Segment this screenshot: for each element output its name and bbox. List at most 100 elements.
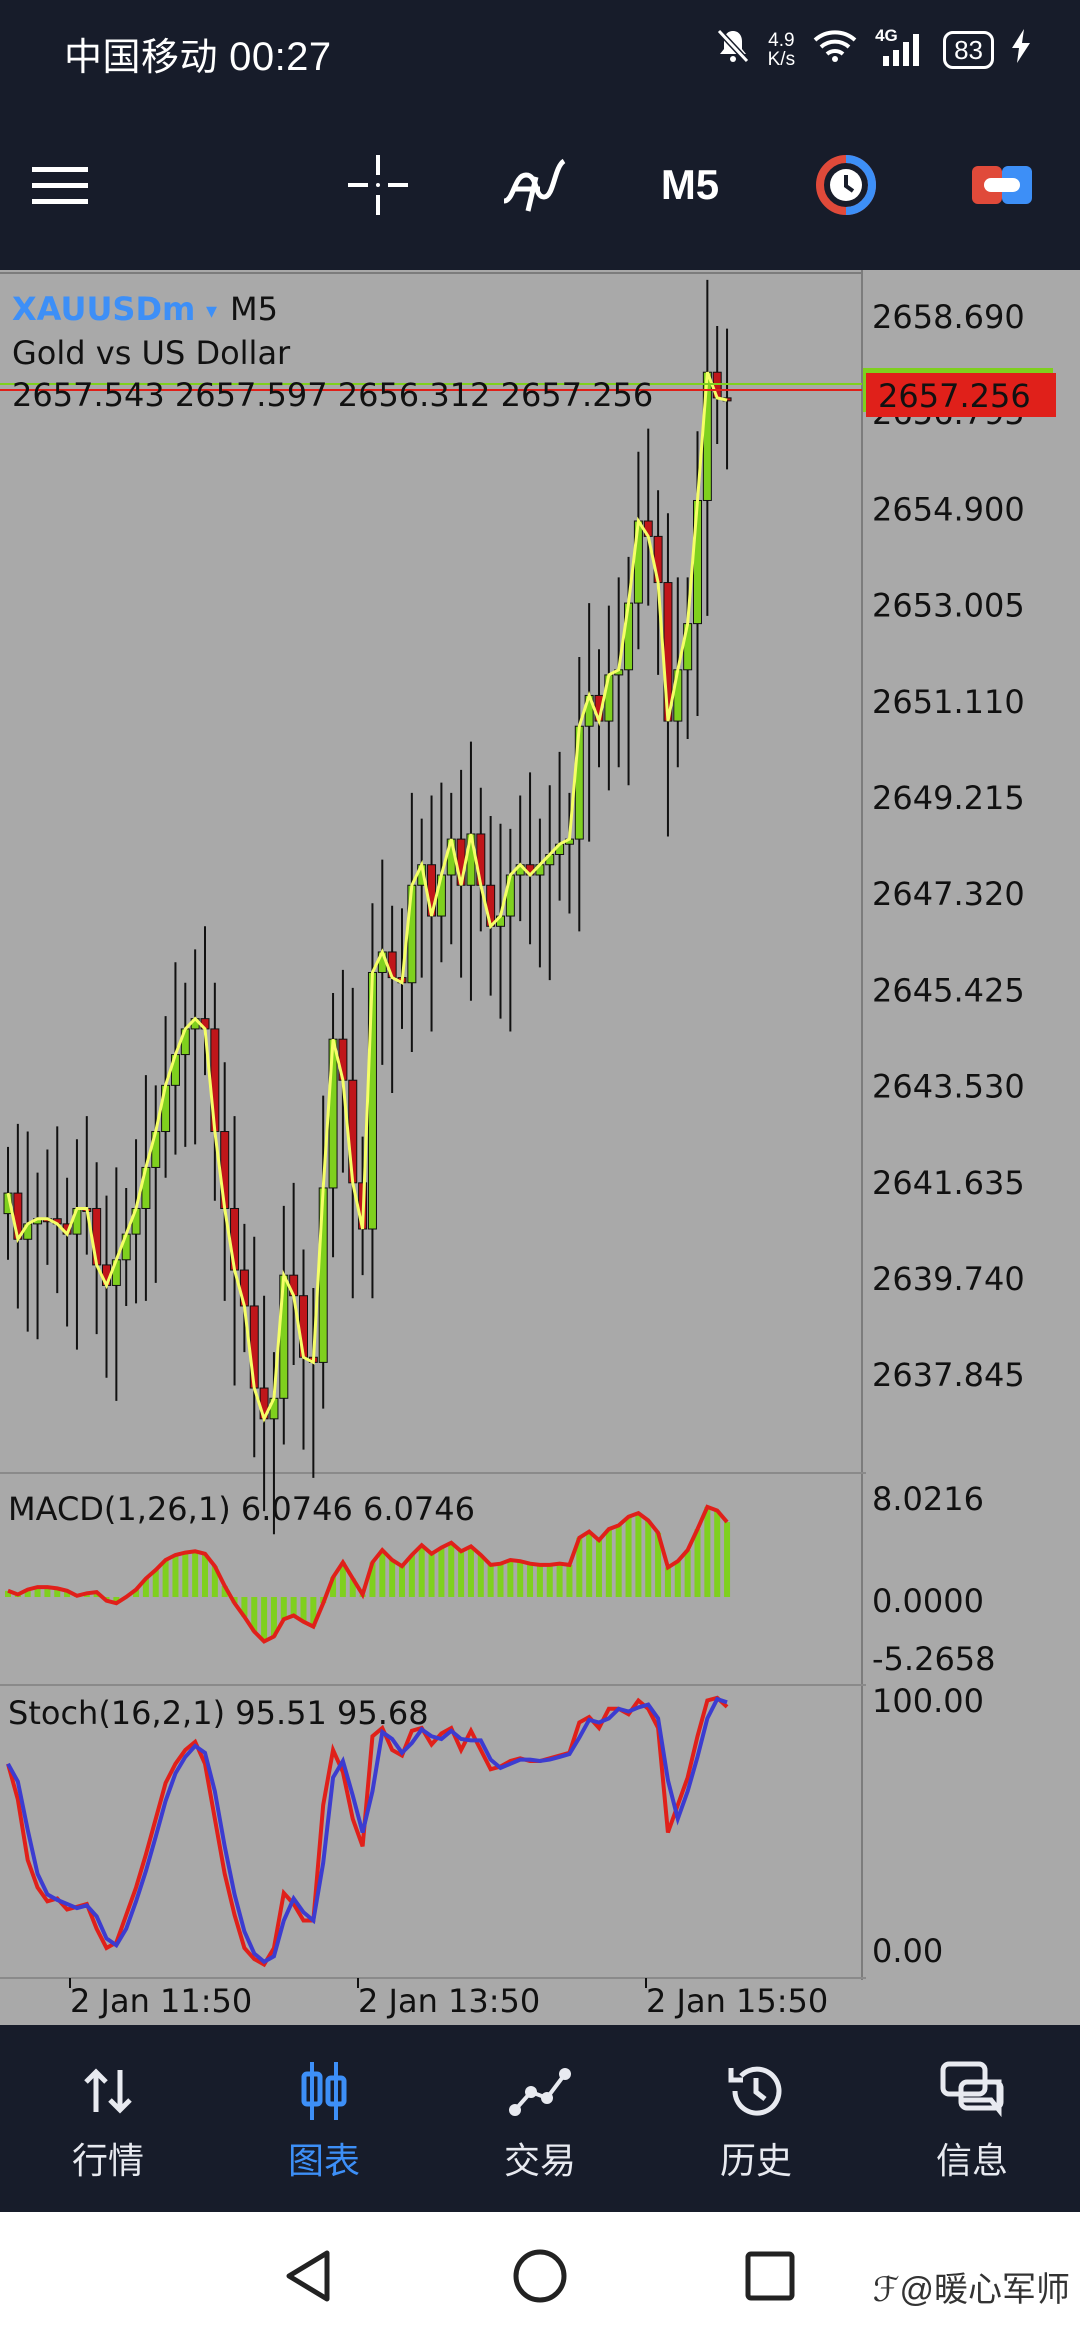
bottom-navigation: 行情 图表 交易 历史 信息 (0, 2027, 1080, 2212)
macd-bar (556, 1563, 563, 1598)
macd-bar (625, 1516, 632, 1598)
macd-bar (221, 1585, 228, 1598)
macd-bar (5, 1590, 11, 1598)
macd-bar (418, 1545, 425, 1598)
new-order-button[interactable] (962, 100, 1042, 270)
macd-bar (645, 1520, 652, 1598)
macd-bar (674, 1561, 681, 1598)
macd-bar (300, 1597, 307, 1622)
macd-bar (655, 1532, 662, 1598)
watermark: ℱ@暖心军师 (872, 2271, 1070, 2309)
macd-bar (438, 1547, 445, 1598)
one-click-trading-button[interactable] (806, 100, 886, 270)
macd-bar (546, 1564, 553, 1598)
symbol-dropdown-icon[interactable]: ▾ (206, 299, 217, 324)
hamburger-menu-icon (32, 167, 88, 204)
macd-bar (152, 1569, 159, 1598)
stoch-axis-tick: 0.00 (872, 1932, 943, 1970)
timeframe-button[interactable]: M5 (660, 161, 720, 208)
macd-bar (162, 1559, 169, 1598)
network-type: 4G (875, 26, 898, 45)
nav-chart[interactable]: 图表 (216, 2027, 432, 2212)
cellular-signal-icon: 4G (875, 26, 925, 68)
indicators-button[interactable] (492, 100, 576, 270)
macd-bar (507, 1559, 514, 1598)
bid-price-tag (866, 373, 1056, 417)
system-home-button[interactable] (500, 2236, 580, 2316)
chart-toolbar: M5 (0, 100, 1080, 270)
macd-bar (448, 1542, 455, 1598)
status-right: 4.9 K/s 4G 83 (716, 26, 1030, 72)
nav-trade[interactable]: 交易 (432, 2027, 648, 2212)
net-speed-value: 4.9 (768, 30, 795, 51)
stoch-main-line (6, 1695, 729, 1968)
system-recents-button[interactable] (730, 2236, 810, 2316)
carrier-label: 中国移动 (64, 37, 219, 79)
net-speed: 4.9 K/s (768, 31, 795, 69)
crosshair-button[interactable] (338, 100, 418, 270)
macd-histogram (5, 1506, 731, 1642)
timeframe-label: M5 (230, 290, 278, 328)
time-axis-tick: 2 Jan 15:50 (646, 1982, 828, 2020)
history-clock-icon (725, 2056, 787, 2126)
mute-bell-icon (716, 28, 750, 72)
stoch-axis-tick: 100.00 (872, 1682, 984, 1720)
nav-messages-label: 信息 (935, 2139, 1008, 2181)
current-price-label: 2657.256 (878, 377, 1031, 415)
macd-bar (635, 1513, 642, 1598)
charging-bolt-icon (1012, 29, 1030, 71)
nav-quotes-label: 行情 (71, 2139, 144, 2181)
macd-bar (527, 1563, 534, 1598)
chart-area[interactable]: XAUUSDm ▾ M5 Gold vs US Dollar 2657.543 … (0, 270, 1080, 2025)
macd-bar (399, 1566, 405, 1598)
symbol-description: Gold vs US Dollar (12, 334, 291, 372)
macd-bar (330, 1577, 337, 1598)
macd-bar (172, 1555, 179, 1598)
nav-chart-label: 图表 (287, 2139, 360, 2181)
macd-signal-line (7, 1504, 729, 1644)
clock-trade-icon (816, 155, 876, 215)
status-bar: 中国移动 00:27 4.9 K/s 4G 83 (0, 0, 1080, 100)
system-back-button[interactable] (268, 2236, 348, 2316)
macd-bar (615, 1525, 622, 1598)
trade-order-icon (972, 166, 1032, 204)
nav-history[interactable]: 历史 (648, 2027, 864, 2212)
time-axis: 2 Jan 11:50 2 Jan 13:50 2 Jan 15:50 (69, 1978, 828, 2020)
macd-bar (596, 1540, 602, 1598)
menu-button[interactable] (20, 100, 100, 270)
macd-bar (290, 1597, 297, 1616)
macd-bar (379, 1550, 386, 1598)
nav-messages[interactable]: 信息 (864, 2027, 1080, 2212)
macd-bar (566, 1564, 573, 1598)
back-triangle-icon (286, 2250, 330, 2302)
macd-bar (536, 1564, 543, 1598)
home-circle-icon (513, 2249, 567, 2303)
macd-bar (241, 1597, 248, 1617)
macd-bar (182, 1552, 189, 1598)
macd-axis-tick: -5.2658 (872, 1640, 996, 1678)
macd-bar (310, 1597, 317, 1627)
indicator-f-icon (503, 158, 566, 212)
price-axis-tick: 2649.215 (872, 779, 1025, 817)
macd-bar (24, 1589, 31, 1598)
macd-bar (694, 1529, 701, 1598)
system-navigation-bar: ℱ@暖心军师 (0, 2212, 1080, 2340)
quotes-arrows-icon (80, 2056, 136, 2126)
symbol-label[interactable]: XAUUSDm (12, 290, 195, 328)
macd-bar (428, 1553, 435, 1598)
candle-body (3, 1192, 13, 1215)
macd-bar (113, 1597, 120, 1604)
nav-trade-label: 交易 (503, 2139, 576, 2181)
macd-bar (270, 1597, 277, 1637)
macd-bar (34, 1587, 41, 1598)
macd-bar (477, 1555, 484, 1598)
price-axis-tick: 2641.635 (872, 1164, 1025, 1202)
macd-bar (44, 1587, 51, 1598)
macd-label: MACD(1,26,1) 6.0746 6.0746 (8, 1490, 475, 1528)
price-chart[interactable]: XAUUSDm ▾ M5 Gold vs US Dollar 2657.543 … (0, 270, 1080, 2025)
nav-history-label: 历史 (719, 2139, 792, 2181)
macd-bar (349, 1578, 356, 1598)
trade-line-icon (509, 2056, 571, 2126)
macd-bar (517, 1561, 524, 1598)
nav-quotes[interactable]: 行情 (0, 2027, 216, 2212)
